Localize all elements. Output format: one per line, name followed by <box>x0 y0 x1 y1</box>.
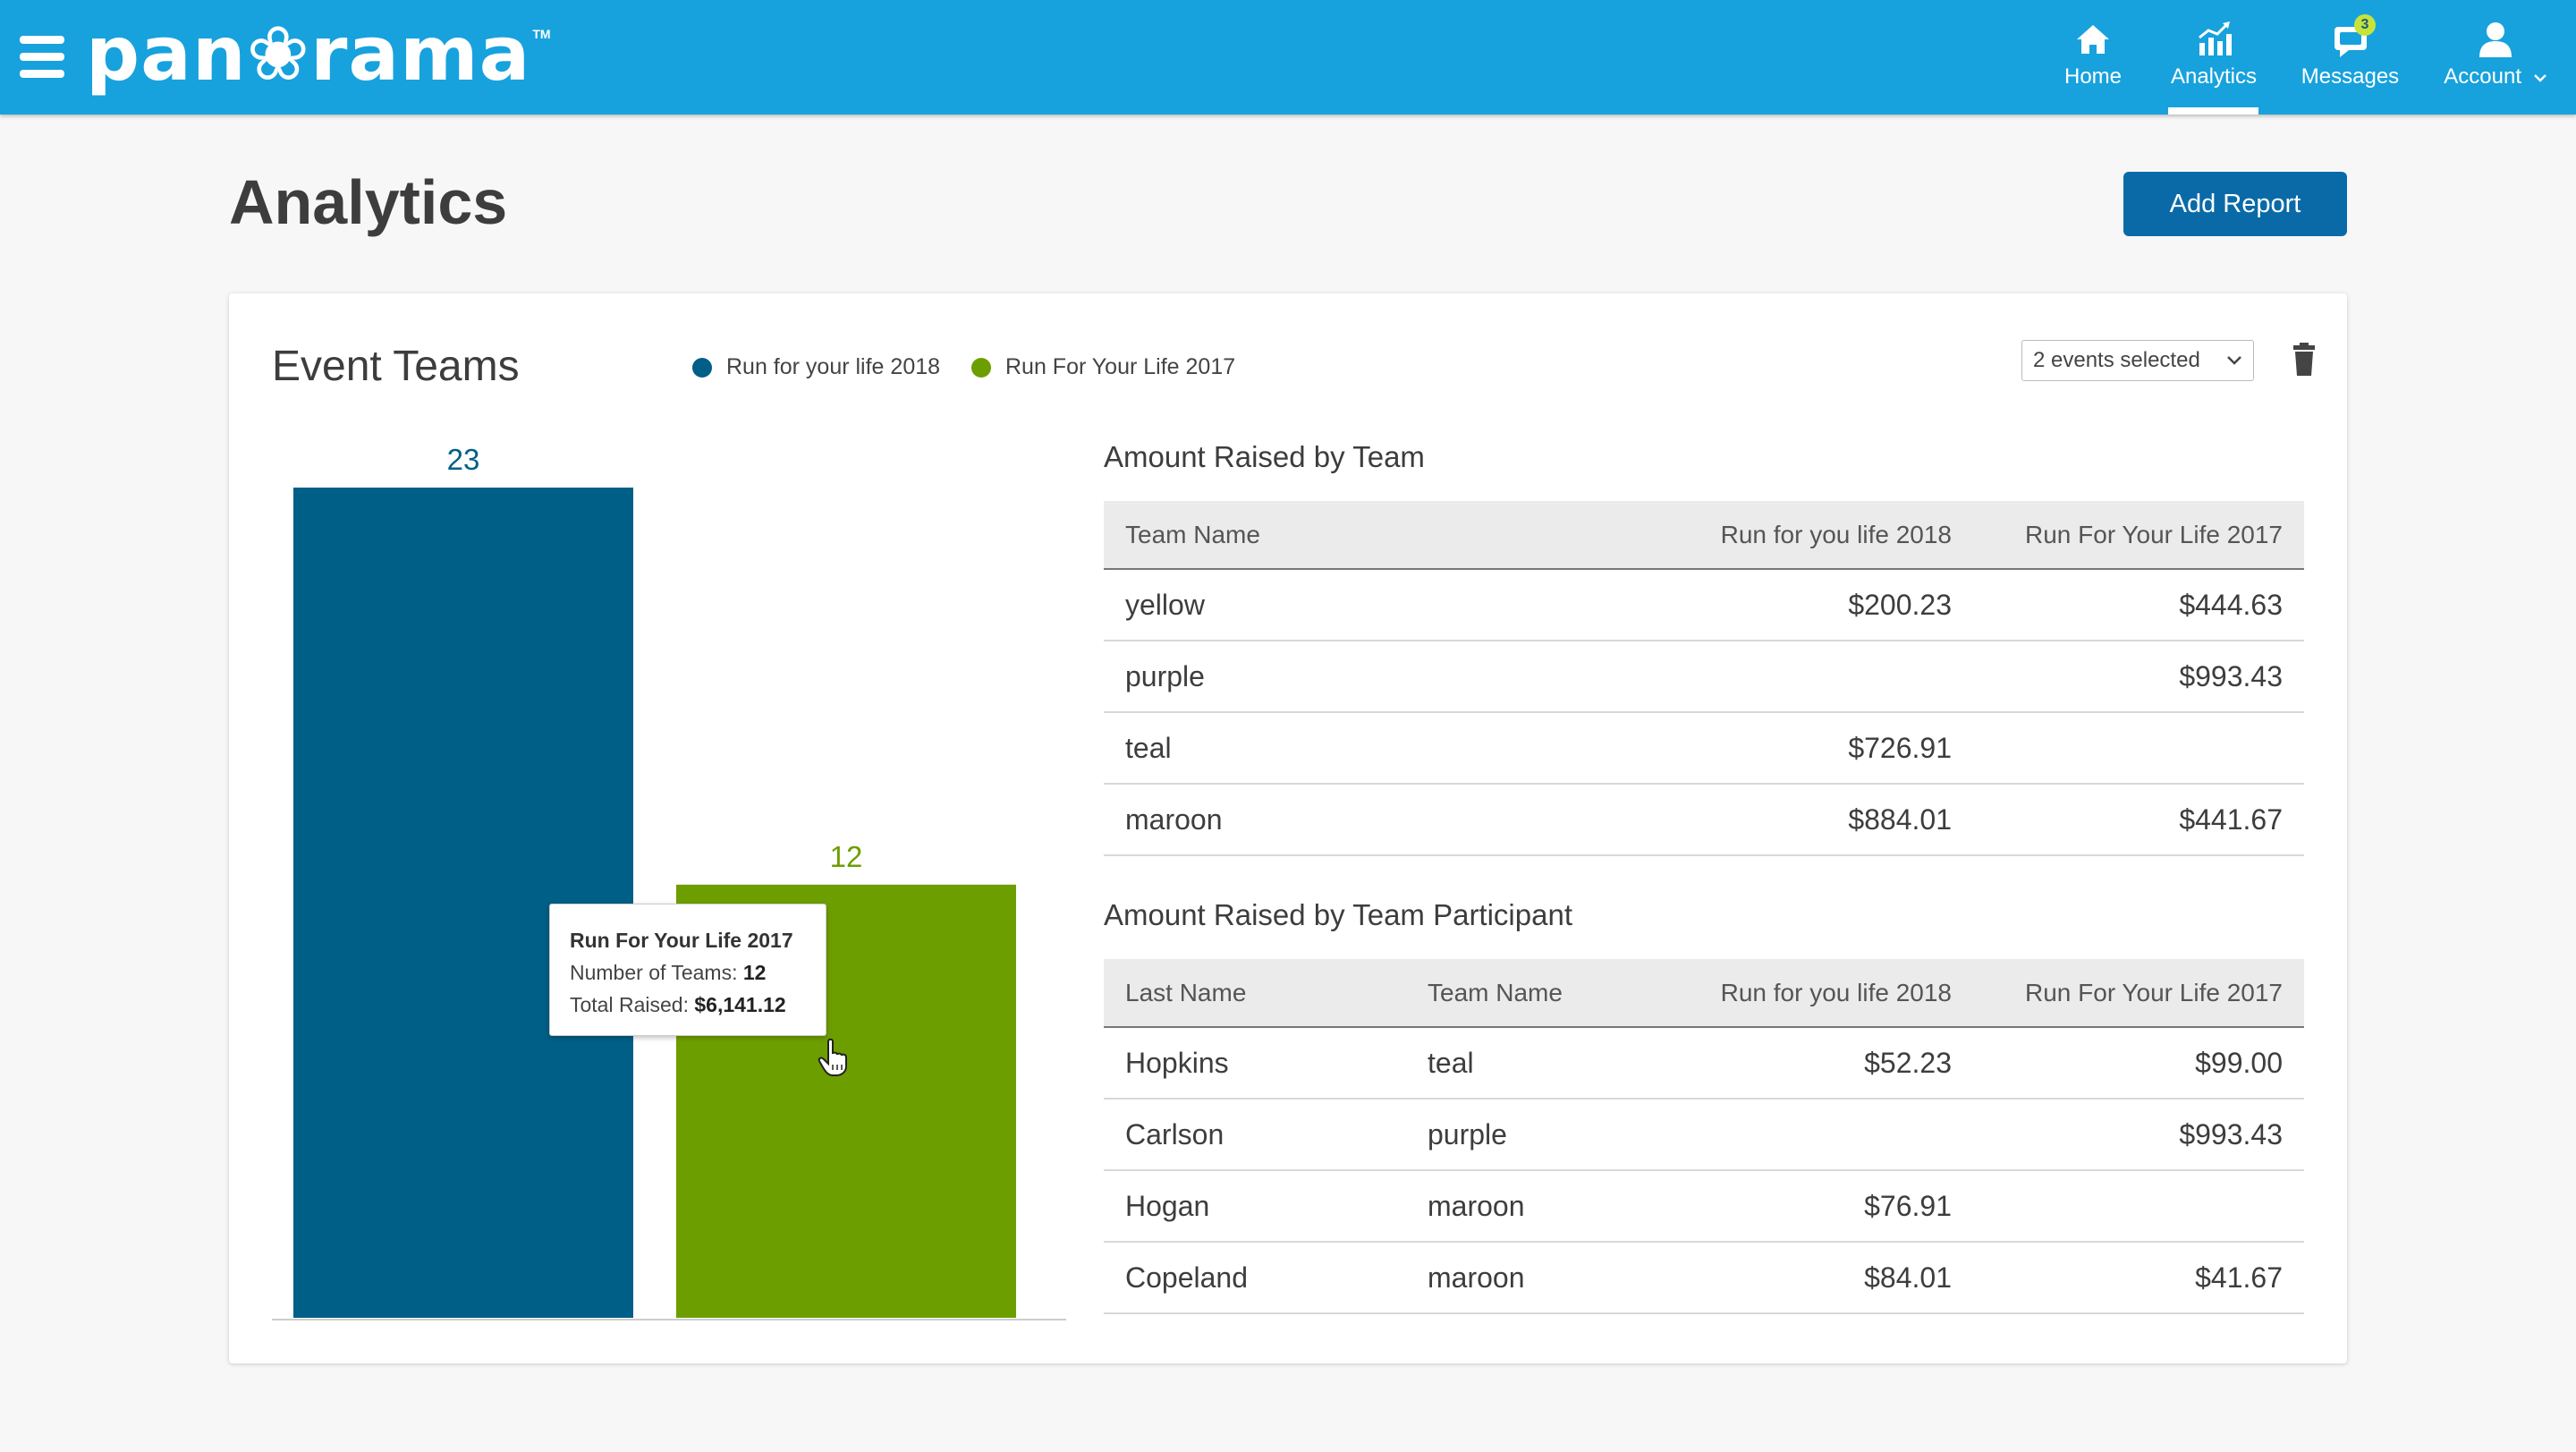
active-nav-indicator <box>2168 107 2258 115</box>
logo-text: pan❀rama <box>86 10 531 98</box>
team-name-cell: purple <box>1406 1099 1640 1171</box>
table-row: Copeland maroon $84.01 $41.67 <box>1104 1242 2304 1314</box>
table-row: maroon $884.01 $441.67 <box>1104 784 2304 856</box>
user-icon <box>2479 22 2512 57</box>
column-header[interactable]: Run for you life 2018 <box>1640 501 1973 570</box>
nav-analytics-label: Analytics <box>2170 64 2258 89</box>
amount-cell: $52.23 <box>1640 1027 1973 1100</box>
amount-cell: $993.43 <box>1973 1099 2304 1171</box>
home-icon <box>2077 25 2109 54</box>
tooltip-teams-row: Number of Teams: 12 <box>570 956 806 989</box>
amount-cell: $200.23 <box>1640 569 1973 641</box>
table-row: yellow $200.23 $444.63 <box>1104 569 2304 641</box>
add-report-button[interactable]: Add Report <box>2123 172 2347 236</box>
nav-home[interactable]: Home <box>2048 0 2138 115</box>
bar-data-label: 12 <box>830 840 863 873</box>
column-header[interactable]: Run for you life 2018 <box>1640 959 1973 1028</box>
amount-by-team-table: Team Name Run for you life 2018 Run For … <box>1104 501 2304 856</box>
column-header[interactable]: Team Name <box>1104 501 1640 570</box>
chevron-down-icon <box>2533 73 2546 82</box>
hamburger-menu-icon[interactable] <box>20 34 64 79</box>
nav-account-label: Account <box>2433 64 2558 89</box>
table-row: purple $993.43 <box>1104 641 2304 713</box>
events-select-dropdown[interactable]: 2 events selected <box>2021 340 2254 381</box>
team-name-cell: maroon <box>1406 1242 1640 1314</box>
legend-label-2018: Run for your life 2018 <box>726 354 941 379</box>
team-name-cell: teal <box>1104 712 1640 785</box>
column-header[interactable]: Run For Your Life 2017 <box>1973 959 2304 1028</box>
amount-cell: $884.01 <box>1640 784 1973 856</box>
nav-account[interactable]: Account <box>2433 0 2558 115</box>
event-teams-bar-chart: 23 12 <box>229 293 1302 1363</box>
amount-cell: $993.43 <box>1973 641 2304 713</box>
amount-cell <box>1640 641 1973 713</box>
last-name-cell: Hogan <box>1104 1170 1406 1243</box>
team-name-cell: teal <box>1406 1027 1640 1100</box>
column-header[interactable]: Last Name <box>1104 959 1406 1028</box>
bar-data-label: 23 <box>447 443 480 476</box>
chart-tooltip: Run For Your Life 2017 Number of Teams: … <box>549 904 826 1036</box>
nav-messages-label: Messages <box>2301 64 2400 89</box>
analytics-icon <box>2199 21 2232 55</box>
amount-cell: $84.01 <box>1640 1242 1973 1314</box>
amount-cell: $99.00 <box>1973 1027 2304 1100</box>
amount-cell: $444.63 <box>1973 569 2304 641</box>
table-row: Hogan maroon $76.91 <box>1104 1170 2304 1243</box>
tooltip-title: Run For Your Life 2017 <box>570 929 793 952</box>
amount-by-participant-table: Last Name Team Name Run for you life 201… <box>1104 959 2304 1314</box>
top-nav-bar: pan❀rama TM Home Analytics Messages 3 <box>0 0 2576 115</box>
chevron-down-icon <box>2227 356 2241 365</box>
panorama-logo[interactable]: pan❀rama TM <box>86 11 551 97</box>
tooltip-raised-label: Total Raised: <box>570 993 689 1016</box>
amount-cell: $76.91 <box>1640 1170 1973 1243</box>
amount-cell: $441.67 <box>1973 784 2304 856</box>
tooltip-raised-row: Total Raised: $6,141.12 <box>570 989 806 1021</box>
team-name-cell: maroon <box>1406 1170 1640 1243</box>
nav-home-label: Home <box>2063 64 2123 89</box>
team-name-cell: purple <box>1104 641 1640 713</box>
table-header-row: Team Name Run for you life 2018 Run For … <box>1104 501 2304 570</box>
legend-label-2017: Run For Your Life 2017 <box>1005 354 1236 379</box>
legend-swatch-2017 <box>971 357 991 378</box>
team-name-cell: yellow <box>1104 569 1640 641</box>
tooltip-teams-value: 12 <box>742 961 767 984</box>
column-header[interactable]: Run For Your Life 2017 <box>1973 501 2304 570</box>
legend-item-2017: Run For Your Life 2017 <box>971 354 1235 380</box>
event-teams-report-card: Event Teams Run for your life 2018 Run F… <box>229 293 2347 1363</box>
table-header-row: Last Name Team Name Run for you life 201… <box>1104 959 2304 1028</box>
report-title: Event Teams <box>272 343 520 390</box>
last-name-cell: Carlson <box>1104 1099 1406 1171</box>
trash-icon[interactable] <box>2286 342 2322 378</box>
messages-count-badge: 3 <box>2354 14 2376 36</box>
legend-swatch-2018 <box>692 357 712 378</box>
team-name-cell: maroon <box>1104 784 1640 856</box>
amount-cell <box>1973 1170 2304 1243</box>
events-select-value: 2 events selected <box>2033 348 2200 372</box>
tooltip-teams-label: Number of Teams: <box>570 961 738 984</box>
amount-cell <box>1973 712 2304 785</box>
last-name-cell: Copeland <box>1104 1242 1406 1314</box>
chart-bar[interactable] <box>293 488 633 1318</box>
tooltip-raised-value: $6,141.12 <box>694 993 786 1016</box>
legend-item-2018: Run for your life 2018 <box>692 354 940 380</box>
page-title: Analytics <box>229 167 508 237</box>
last-name-cell: Hopkins <box>1104 1027 1406 1100</box>
hand-cursor-icon <box>818 1038 847 1076</box>
amount-cell: $726.91 <box>1640 712 1973 785</box>
column-header[interactable]: Team Name <box>1406 959 1640 1028</box>
table-row: teal $726.91 <box>1104 712 2304 785</box>
team-table-title: Amount Raised by Team <box>1104 440 1425 473</box>
amount-cell <box>1640 1099 1973 1171</box>
participant-table-title: Amount Raised by Team Participant <box>1104 898 1572 931</box>
amount-cell: $41.67 <box>1973 1242 2304 1314</box>
nav-messages[interactable]: Messages <box>2294 0 2406 115</box>
table-row: Carlson purple $993.43 <box>1104 1099 2304 1171</box>
logo-trademark: TM <box>532 27 551 41</box>
table-row: Hopkins teal $52.23 $99.00 <box>1104 1027 2304 1100</box>
nav-analytics[interactable]: Analytics <box>2165 0 2263 115</box>
bar-chart-svg: 23 12 <box>272 443 1066 1320</box>
